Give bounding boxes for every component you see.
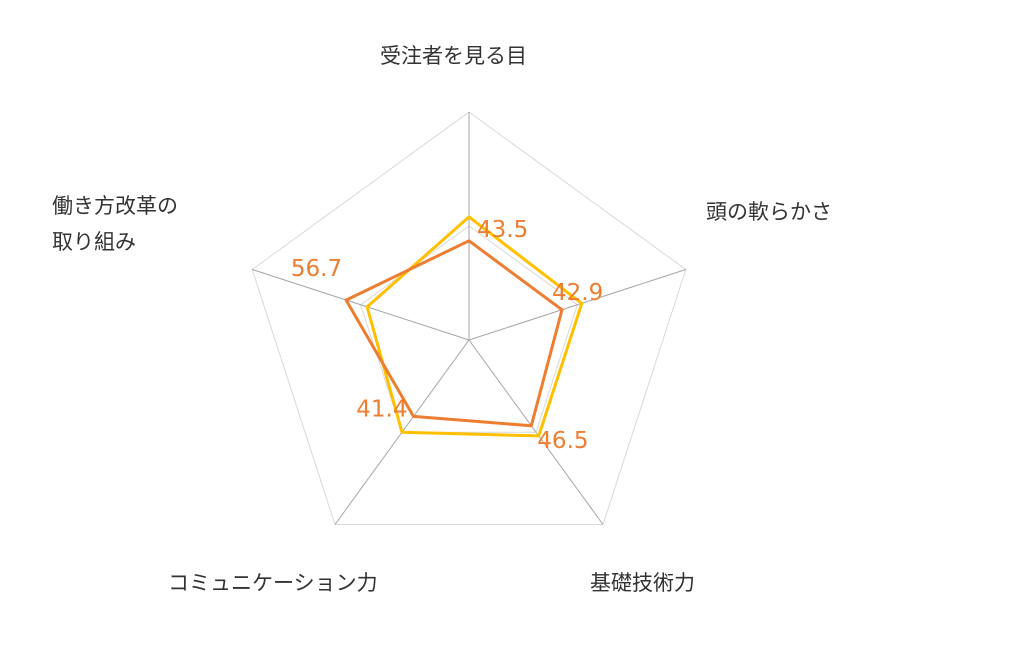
axis-spoke-1 [468,269,686,341]
axis-label-3: コミュニケーション力 [168,565,378,601]
value-label-2: 46.5 [537,428,588,454]
grid-ring-0 [360,225,578,433]
value-label-layer: 43.5 42.9 46.5 41.4 56.7 [291,217,603,454]
series-line-0 [344,239,564,428]
value-label-0: 43.5 [477,217,528,243]
axis-label-0-line-0: 受注者を見る目 [380,44,527,68]
axis-label-2-line-0: 基礎技術力 [590,571,695,595]
axis-label-4-line-0: 働き方改革の [52,194,178,218]
axis-label-4-line-1: 取り組み [52,230,136,254]
grid-layer [251,111,687,525]
axis-label-1: 頭の軟らかさ [706,194,832,230]
value-label-4: 56.7 [291,256,342,282]
value-label-1: 42.9 [552,280,603,306]
axis-label-0: 受注者を見る目 [380,38,527,74]
axis-label-2: 基礎技術力 [590,565,695,601]
axis-spoke-2 [468,339,604,525]
axis-label-4: 働き方改革の 取り組み [52,188,178,260]
axis-label-1-line-0: 頭の軟らかさ [706,200,832,224]
axis-spoke-4 [252,269,470,341]
series-line-1 [365,215,584,438]
axis-label-3-line-0: コミュニケーション力 [168,571,378,595]
grid-ring-1 [251,111,687,525]
value-label-3: 41.4 [356,396,407,422]
series-layer [344,215,584,438]
